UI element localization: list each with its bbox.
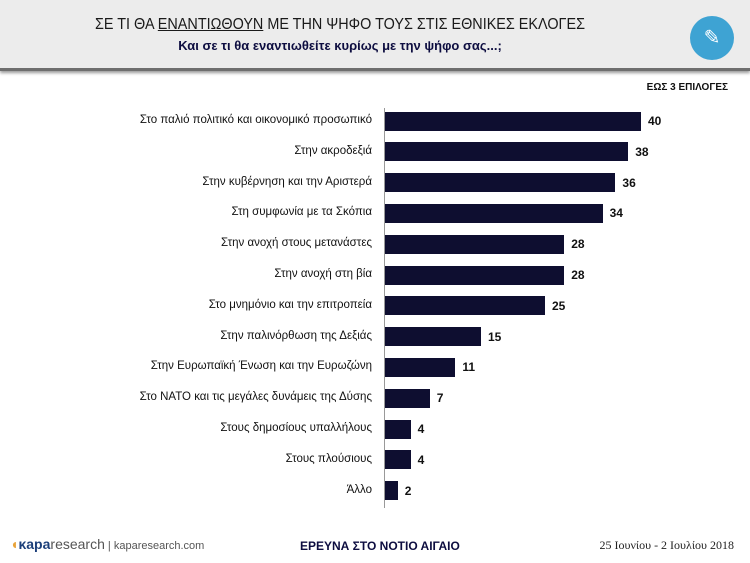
bar (385, 388, 430, 408)
value-label: 4 (417, 422, 425, 436)
category-label: Στην ακροδεξιά (294, 144, 372, 157)
brand-icon: ◖ (10, 536, 19, 552)
category-label: Στη συμφωνία με τα Σκόπια (231, 206, 372, 219)
value-label: 4 (417, 452, 425, 467)
survey-date: 25 Ιουνίου - 2 Ιουλίου 2018 (599, 538, 734, 552)
bar (385, 357, 456, 377)
category-label: Στην ανοχή στη βία (274, 268, 372, 280)
category-label: Στο ΝΑΤΟ και τις μεγάλες δυνάμεις της Δύ… (139, 391, 372, 404)
value-label: 40 (648, 114, 662, 128)
value-label: 11 (462, 360, 476, 375)
value-label: 25 (552, 298, 566, 313)
brand-rest: research (50, 536, 105, 552)
bar (385, 234, 565, 254)
footer-brand: ◖κaparesearch | kaparesearch.com (10, 536, 204, 552)
brand-bold: κapa (18, 536, 51, 552)
title-part: ΣΕ ΤΙ ΘΑ (95, 16, 158, 33)
bar (385, 327, 481, 347)
bar (385, 296, 545, 316)
bar (385, 203, 603, 223)
bar (385, 111, 641, 131)
value-label: 7 (436, 391, 444, 406)
header: ΣΕ ΤΙ ΘΑ ΕΝΑΝΤΙΩΘΟΥΝ ΜΕ ΤΗΝ ΨΗΦΟ ΤΟΥΣ ΣΤ… (0, 0, 750, 71)
value-label: 34 (609, 206, 623, 221)
title-part: ΜΕ ΤΗΝ ΨΗΦΟ ΤΟΥΣ ΣΤΙΣ ΕΘΝΙΚΕΣ ΕΚΛΟΓΕΣ (263, 16, 585, 33)
value-label: 28 (571, 268, 585, 282)
category-label: Στο παλιό πολιτικό και οικονομικό προσωπ… (139, 114, 372, 126)
category-label: Στους πλούσιους (285, 452, 372, 465)
bar (385, 142, 629, 162)
value-label: 15 (488, 329, 502, 344)
bar (385, 265, 565, 285)
site-link: | kaparesearch.com (104, 540, 205, 552)
title-emphasis: ΕΝΑΝΤΙΩΘΟΥΝ (157, 16, 264, 33)
category-label: Στο μνημόνιο και την επιτροπεία (208, 298, 372, 311)
bar (385, 419, 411, 439)
category-label: Στην ανοχή στους μετανάστες (221, 237, 372, 250)
category-label: Στην Ευρωπαϊκή Ένωση και την Ευρωζώνη (150, 360, 372, 373)
category-label: Στην παλινόρθωση της Δεξιάς (220, 329, 372, 342)
bar (385, 481, 398, 501)
value-label: 28 (571, 237, 585, 252)
bar (385, 450, 411, 470)
bar (385, 173, 616, 193)
choices-note: ΕΩΣ 3 ΕΠΙΛΟΓΕΣ (646, 82, 728, 93)
dove-logo-icon: ✎ (690, 16, 734, 60)
value-label: 36 (622, 175, 636, 190)
survey-label: ΕΡΕΥΝΑ ΣΤΟ ΝΟΤΙΟ ΑΙΓΑΙΟ (300, 539, 460, 553)
category-label: Στην κυβέρνηση και την Αριστερά (202, 175, 372, 188)
category-label: Στους δημοσίους υπαλλήλους (220, 422, 372, 434)
category-label: Άλλο (346, 483, 372, 496)
page-title: ΣΕ ΤΙ ΘΑ ΕΝΑΝΤΙΩΘΟΥΝ ΜΕ ΤΗΝ ΨΗΦΟ ΤΟΥΣ ΣΤ… (34, 16, 646, 34)
chart-axis (384, 108, 385, 508)
subtitle: Και σε τι θα εναντιωθείτε κυρίως με την … (178, 38, 502, 53)
value-label: 38 (635, 144, 649, 159)
value-label: 2 (404, 483, 412, 498)
